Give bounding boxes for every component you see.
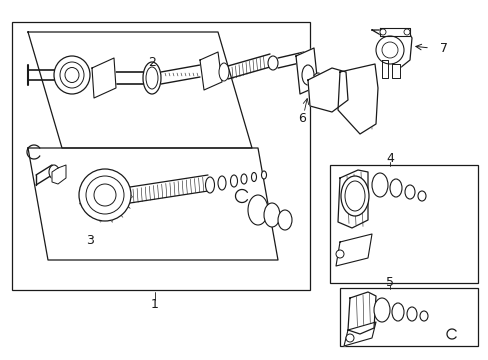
Bar xyxy=(339,288,477,346)
Ellipse shape xyxy=(389,179,401,197)
Text: 2: 2 xyxy=(148,55,156,68)
Ellipse shape xyxy=(79,169,131,221)
Polygon shape xyxy=(307,68,347,112)
Ellipse shape xyxy=(49,165,59,179)
Polygon shape xyxy=(52,165,66,184)
Ellipse shape xyxy=(371,173,387,197)
Polygon shape xyxy=(118,200,130,208)
Ellipse shape xyxy=(205,177,214,193)
Ellipse shape xyxy=(406,307,416,321)
Ellipse shape xyxy=(219,63,228,81)
Ellipse shape xyxy=(302,65,313,85)
Ellipse shape xyxy=(333,88,342,102)
Ellipse shape xyxy=(218,176,225,190)
Bar xyxy=(329,165,477,283)
Polygon shape xyxy=(86,206,96,217)
Text: 5: 5 xyxy=(385,275,393,288)
Polygon shape xyxy=(295,48,317,94)
Polygon shape xyxy=(347,292,375,334)
Ellipse shape xyxy=(94,184,116,206)
Polygon shape xyxy=(371,30,411,68)
Ellipse shape xyxy=(247,195,267,225)
Ellipse shape xyxy=(312,73,323,91)
Circle shape xyxy=(375,36,403,64)
Polygon shape xyxy=(105,210,112,222)
Ellipse shape xyxy=(264,203,280,227)
Polygon shape xyxy=(343,322,375,346)
Ellipse shape xyxy=(54,56,90,94)
Polygon shape xyxy=(381,60,387,78)
Ellipse shape xyxy=(251,172,256,181)
Ellipse shape xyxy=(345,181,364,211)
Polygon shape xyxy=(391,64,399,78)
Circle shape xyxy=(381,42,397,58)
Ellipse shape xyxy=(142,62,161,94)
Ellipse shape xyxy=(340,176,368,216)
Ellipse shape xyxy=(417,191,425,201)
Ellipse shape xyxy=(419,311,427,321)
Ellipse shape xyxy=(60,62,84,88)
Bar xyxy=(12,22,309,290)
Polygon shape xyxy=(97,210,103,222)
Ellipse shape xyxy=(241,174,246,184)
Polygon shape xyxy=(120,192,133,198)
Polygon shape xyxy=(28,32,251,148)
Text: 3: 3 xyxy=(86,234,94,247)
Ellipse shape xyxy=(391,303,403,321)
Ellipse shape xyxy=(86,176,124,214)
Ellipse shape xyxy=(261,171,266,179)
Polygon shape xyxy=(92,58,116,98)
Ellipse shape xyxy=(373,298,389,322)
Polygon shape xyxy=(335,234,371,266)
Polygon shape xyxy=(79,199,91,208)
Circle shape xyxy=(335,250,343,258)
Polygon shape xyxy=(113,206,123,217)
Ellipse shape xyxy=(323,80,332,96)
Ellipse shape xyxy=(65,68,79,82)
Polygon shape xyxy=(337,64,377,134)
Text: 7: 7 xyxy=(439,41,447,54)
Polygon shape xyxy=(28,148,278,260)
Ellipse shape xyxy=(267,56,278,70)
Ellipse shape xyxy=(404,185,414,199)
Polygon shape xyxy=(200,52,222,90)
Text: 1: 1 xyxy=(151,298,159,311)
Polygon shape xyxy=(379,28,409,36)
Ellipse shape xyxy=(230,175,237,187)
Polygon shape xyxy=(337,170,367,228)
Circle shape xyxy=(403,29,409,35)
Circle shape xyxy=(379,29,385,35)
Text: 6: 6 xyxy=(298,112,305,125)
Ellipse shape xyxy=(146,67,158,89)
Ellipse shape xyxy=(278,210,291,230)
Circle shape xyxy=(346,334,353,342)
Text: 4: 4 xyxy=(385,152,393,165)
